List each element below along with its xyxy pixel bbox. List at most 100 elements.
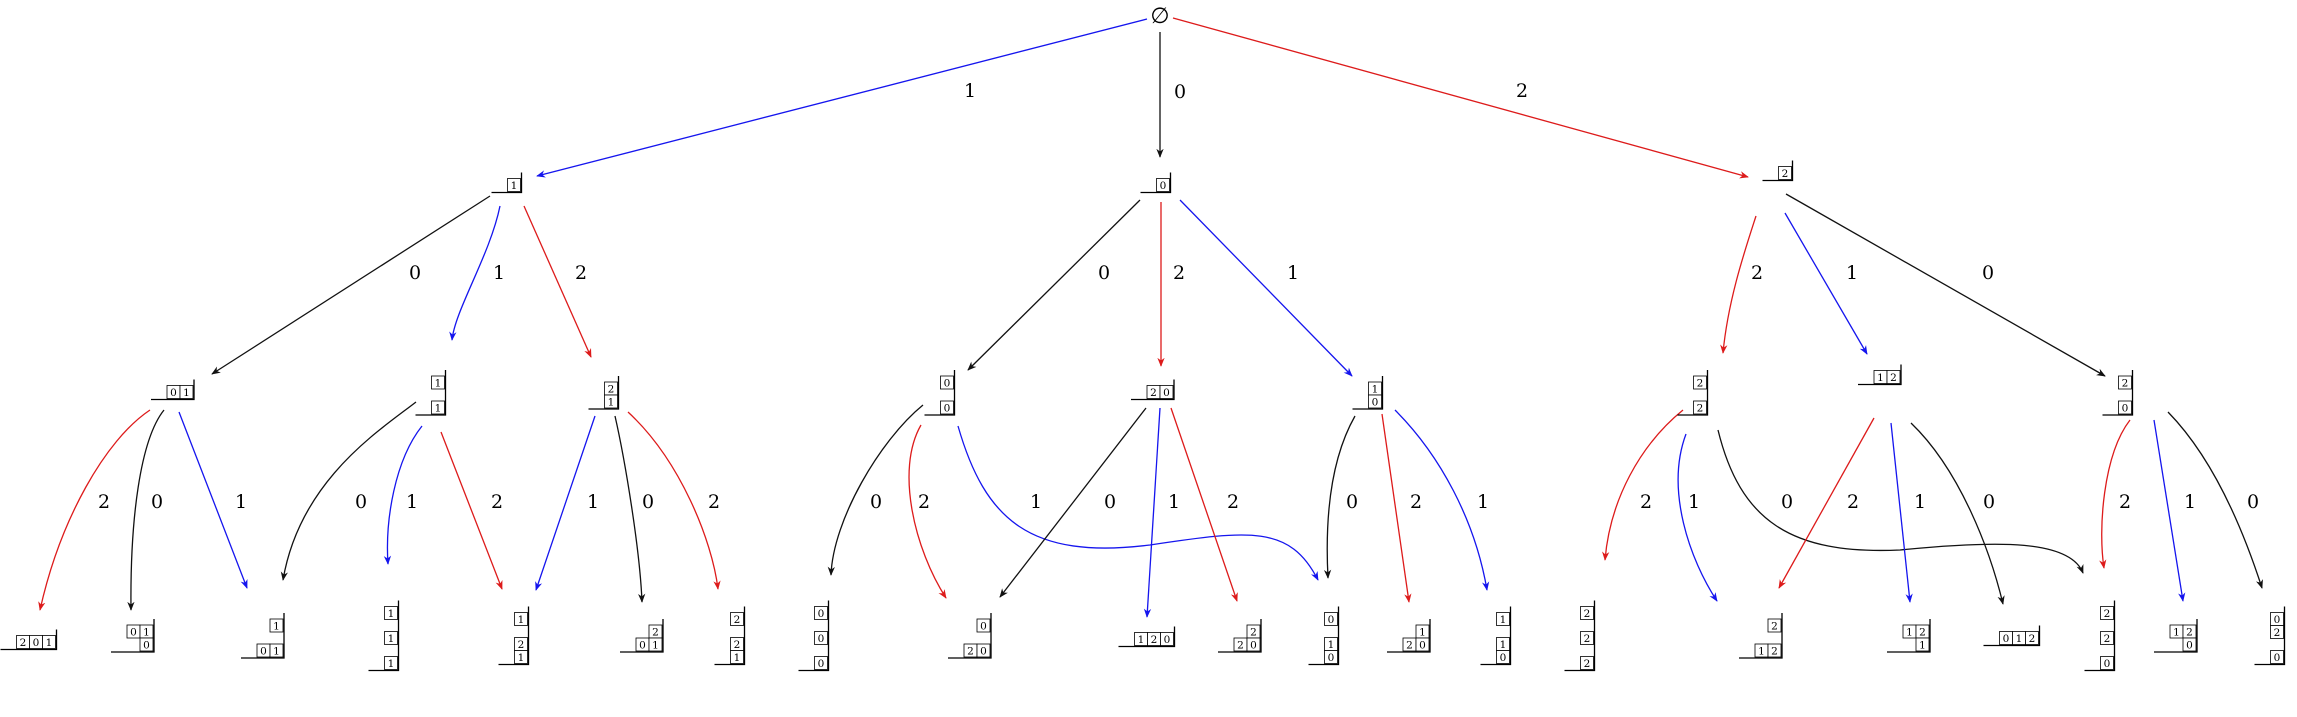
edge-label-root-to-n1: 1	[964, 80, 976, 102]
tableau-frame	[151, 379, 195, 401]
tableau-cell	[1160, 632, 1174, 646]
tableau-cell-value: 0	[143, 640, 150, 652]
tableau-cell	[1156, 178, 1170, 192]
edge-n0_2-to-L11	[1170, 407, 1238, 602]
tableau-frame	[1118, 626, 1176, 648]
edge-n2_0-to-L19	[2099, 419, 2131, 569]
tableau-node-L15: 2 2 2	[1564, 600, 1596, 672]
tableau-cell-value: 1	[388, 633, 395, 645]
tableau-cell	[431, 375, 445, 390]
tableau-cell	[940, 400, 954, 415]
tableau-cell	[1580, 656, 1594, 670]
tableau-cell-value: 0	[260, 646, 267, 658]
tableau-frame	[1131, 379, 1175, 401]
tableau-cell	[269, 643, 284, 658]
tableau-cell-value: 1	[388, 608, 395, 620]
tableau-frame	[498, 606, 530, 666]
tableau-node-L17: 1 21	[1887, 619, 1931, 653]
edge-n0_2-to-L10	[1143, 407, 1161, 618]
tableau-node-n2_2: 22	[1677, 370, 1709, 416]
tableau-cell	[1415, 637, 1430, 652]
tableau-cell-value: 1	[518, 652, 525, 664]
tableau-frame	[491, 172, 523, 194]
tableau-cell-value: 0	[818, 633, 825, 645]
tableau-node-n1_2: 21	[588, 376, 620, 410]
edge-label-n0_0-to-L09: 2	[918, 491, 930, 513]
tableau-cell-value: 2	[1771, 621, 1778, 633]
tableau-cell-value: 2	[1150, 387, 1157, 399]
edge-n2_2-to-L19	[1717, 429, 2084, 574]
tableau-cell	[514, 650, 528, 664]
tableau-node-n1: 1	[491, 172, 523, 194]
edge-label-layer: 1 0 20 1 2 0 2 1 2 1 02 0 1 0 1 2 1 0 2 0 2 1 0 1 2 0 2 1 2 1 0 2 1 0 2 1 0	[98, 80, 2259, 513]
tableau-cell-value: 1	[511, 180, 518, 192]
tableau-frame	[798, 600, 830, 672]
tableau-node-L06: 20 1	[620, 619, 664, 653]
tableau-cell	[2118, 400, 2132, 415]
tableau-cell	[2100, 631, 2114, 645]
edge-n0_2-to-L09	[999, 407, 1147, 598]
tableau-cell-value: 1	[1328, 639, 1335, 651]
tableau-cell-value: 1	[143, 627, 150, 639]
tableau-node-n2_0: 20	[2102, 370, 2134, 416]
tableau-cell-value: 2	[20, 637, 27, 649]
edge-n1_2-to-L05	[535, 415, 596, 591]
tableau-frame	[1352, 376, 1384, 410]
edge-n0-to-n0_1	[1179, 199, 1353, 377]
tableau-cell	[940, 375, 954, 390]
edge-label-n2-to-n2_1: 1	[1846, 262, 1858, 284]
tableau-frame	[1387, 619, 1431, 653]
tableau-cell	[1886, 370, 1901, 384]
edge-n0_1-to-L13	[1381, 413, 1412, 603]
tableau-frame	[1140, 172, 1172, 194]
tableau-cell	[730, 612, 744, 626]
edge-layer	[38, 17, 2263, 618]
tableau-cell-value: 2	[1250, 627, 1257, 639]
edge-n1_2-to-L07	[627, 411, 721, 590]
edge-n1-to-n1_2	[523, 205, 592, 358]
tableau-cell-value: 0	[1372, 397, 1379, 409]
tableau-cell-value: 2	[734, 614, 741, 626]
tableau-frame	[1762, 160, 1794, 182]
edge-label-n2_2-to-L19: 0	[1781, 491, 1793, 513]
tableau-cell-value: 2	[2029, 633, 2036, 645]
tableau-frame	[1983, 625, 2041, 647]
tableau-cell	[1693, 375, 1707, 390]
edge-label-n0_0-to-L08: 0	[870, 491, 882, 513]
tableau-cell	[730, 650, 744, 664]
tableau-cell-value: 0	[1328, 614, 1335, 626]
tableau-cell-value: 0	[2274, 614, 2281, 626]
edge-label-n0_2-to-L11: 2	[1227, 491, 1239, 513]
tableau-frame	[2102, 370, 2134, 416]
edge-label-n0_0-to-L12: 1	[1030, 491, 1042, 513]
tableau-cell	[604, 394, 618, 409]
tableau-node-L21: 020	[2254, 606, 2286, 666]
tableau-cell-value: 0	[818, 608, 825, 620]
tableau-cell-value: 0	[1250, 640, 1257, 652]
tableau-frame	[0, 629, 58, 651]
edge-label-n0-to-n0_0: 0	[1098, 262, 1110, 284]
tableau-frame	[1887, 619, 1931, 653]
edge-label-n1-to-n1_1: 1	[493, 262, 505, 284]
tableau-cell	[2100, 656, 2114, 670]
edge-n0_1-to-L12	[1323, 415, 1356, 579]
tableau-node-L04: 1 1 1	[368, 600, 400, 672]
tableau-frame	[1218, 619, 1262, 653]
edge-n1-to-n1_0	[211, 195, 491, 375]
edge-n2_1-to-L18	[1910, 422, 2005, 605]
tableau-cell-value: 2	[2274, 627, 2281, 639]
edge-label-n2_2-to-L16: 1	[1688, 491, 1700, 513]
tableau-cell	[1496, 612, 1510, 626]
tableau-cell-value: 0	[1500, 652, 1507, 664]
edge-label-n1_1-to-L04: 1	[406, 491, 418, 513]
tableau-cell-value: 1	[1877, 372, 1884, 384]
tableau-cell-value: 1	[46, 637, 53, 649]
edge-label-n2_0-to-L21: 0	[2247, 491, 2259, 513]
tableau-node-n1_1: 11	[415, 370, 447, 416]
tableau-cell-value: 1	[518, 614, 525, 626]
tableau-frame	[2154, 619, 2198, 653]
tableau-node-L12: 010	[1308, 606, 1340, 666]
tableau-cell	[1767, 618, 1782, 633]
